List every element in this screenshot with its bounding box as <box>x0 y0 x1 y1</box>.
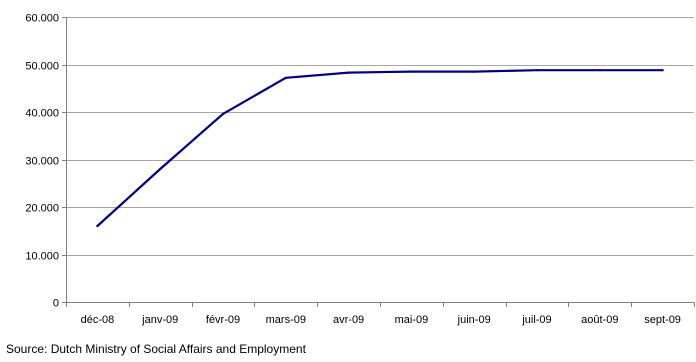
x-axis-ticks: déc-08 janv-09 févr-09 mars-09 avr-09 mai-09 j… <box>66 302 695 326</box>
y-tick-label: 50.000 <box>25 61 59 73</box>
axes <box>66 17 694 303</box>
y-axis-ticks: 0 10.000 20.000 30.000 40.000 50.000 60.000 <box>25 13 66 310</box>
x-tick-label: juin-09 <box>457 314 491 326</box>
x-tick-label: janv-09 <box>141 314 178 326</box>
y-tick-label: 20.000 <box>25 203 59 215</box>
data-point <box>221 112 225 115</box>
y-tick-label: 60.000 <box>25 13 59 25</box>
data-point <box>535 69 539 72</box>
y-tick-label: 0 <box>53 298 59 310</box>
y-tick-label: 10.000 <box>25 251 59 263</box>
grid-lines <box>66 17 694 256</box>
data-point <box>661 69 664 72</box>
y-tick-label: 40.000 <box>25 108 59 120</box>
x-tick-label: sept-09 <box>644 314 681 326</box>
data-point <box>347 71 350 74</box>
x-tick-label: déc-08 <box>81 314 115 326</box>
x-tick-label: avr-09 <box>333 314 364 326</box>
x-tick-label: mai-09 <box>395 314 429 326</box>
series-line <box>96 69 664 228</box>
data-point <box>598 69 601 72</box>
source-note: Source: Dutch Ministry of Social Affairs… <box>6 342 306 356</box>
data-point <box>159 167 162 171</box>
data-point <box>284 76 287 79</box>
series-layer <box>96 69 664 228</box>
data-point <box>410 70 413 73</box>
line-chart: 0 10.000 20.000 30.000 40.000 50.000 60.000 dé… <box>25 13 695 326</box>
x-tick-label: juil-09 <box>521 314 551 326</box>
y-tick-label: 30.000 <box>25 156 59 168</box>
x-tick-label: août-09 <box>581 314 618 326</box>
x-tick-label: févr-09 <box>206 314 240 326</box>
data-point <box>473 70 476 73</box>
x-tick-label: mars-09 <box>266 314 306 326</box>
data-point <box>96 224 99 228</box>
